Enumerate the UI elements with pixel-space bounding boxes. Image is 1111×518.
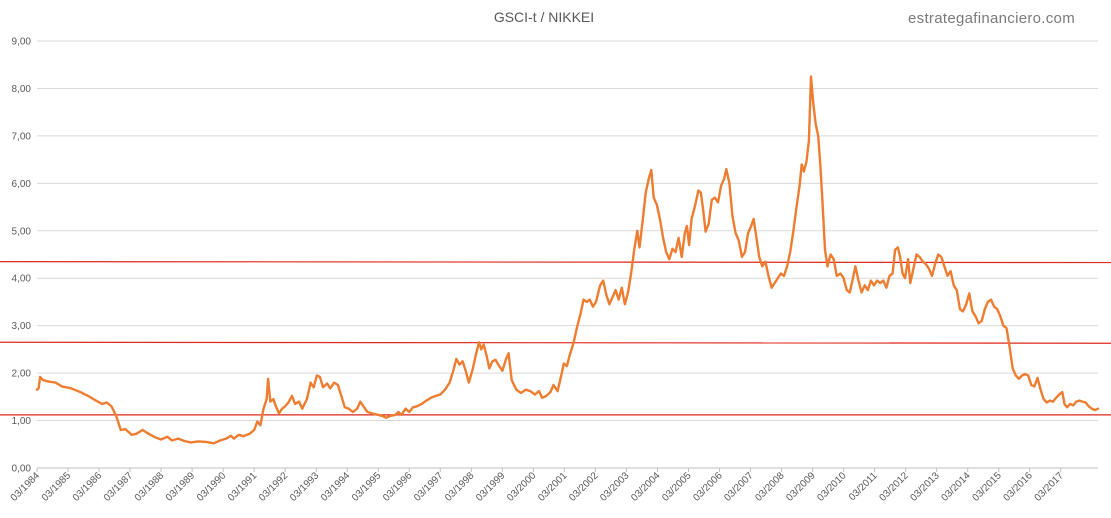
- x-tick-label: 03/2007: [722, 470, 756, 504]
- x-tick-label: 03/1988: [133, 470, 167, 504]
- x-tick-label: 03/2004: [629, 470, 663, 504]
- y-tick-labels: 0,00 1,00 2,00 3,00 4,00 5,00 6,00 7,00 8,00 9,00: [12, 37, 32, 475]
- gridlines: [37, 40, 1098, 422]
- x-tick-label: 03/2017: [1033, 470, 1067, 504]
- x-tick-label: 03/1999: [474, 470, 508, 504]
- x-tick-label: 03/1989: [164, 470, 198, 504]
- y-tick-label: 1,00: [12, 416, 32, 427]
- x-tick-label: 03/2010: [815, 470, 849, 504]
- x-tick-label: 03/2009: [784, 470, 818, 504]
- x-tick-label: 03/2001: [536, 470, 570, 504]
- y-tick-label: 8,00: [12, 84, 32, 95]
- y-tick-label: 4,00: [12, 274, 32, 285]
- reference-line: [0, 341, 1111, 344]
- x-tick-label: 03/2000: [505, 470, 539, 504]
- x-tick-label: 03/1991: [226, 470, 260, 504]
- x-tick-label: 03/1998: [443, 470, 477, 504]
- y-tick-label: 9,00: [12, 37, 32, 48]
- x-tick-label: 03/2013: [908, 470, 942, 504]
- x-tick-label: 03/1996: [381, 470, 415, 504]
- x-tick-label: 03/2003: [598, 470, 632, 504]
- y-tick-label: 3,00: [12, 321, 32, 332]
- series-layer: [35, 75, 1100, 445]
- x-tick-label: 03/2015: [971, 470, 1005, 504]
- x-tick-label: 03/2012: [877, 470, 911, 504]
- y-tick-label: 0,00: [12, 464, 32, 475]
- x-tick-label: 03/1993: [288, 470, 322, 504]
- x-tick-label: 03/1986: [71, 470, 105, 504]
- x-tick-label: 03/2005: [660, 470, 694, 504]
- x-tick-label: 03/1994: [319, 470, 353, 504]
- x-tick-label: 03/1995: [350, 470, 384, 504]
- series-line: [35, 75, 1100, 445]
- x-tick-label: 03/2011: [847, 470, 880, 503]
- x-tick-label: 03/2006: [691, 470, 725, 504]
- x-tick-label: 03/2002: [567, 470, 601, 504]
- x-tick-label: 03/2008: [753, 470, 787, 504]
- x-tick-label: 03/2016: [1002, 470, 1036, 504]
- x-tick-label: 03/1992: [257, 470, 291, 504]
- x-tick-label: 03/1987: [102, 470, 136, 504]
- y-tick-label: 6,00: [12, 179, 32, 190]
- x-tick-label: 03/1985: [40, 470, 74, 504]
- x-tick-labels: 03/198403/198503/198603/198703/198803/19…: [9, 470, 1066, 504]
- reference-line: [0, 261, 1111, 264]
- y-tick-label: 2,00: [12, 369, 32, 380]
- x-tick-label: 03/1984: [9, 470, 43, 504]
- watermark-text: estrategafinanciero.com: [908, 10, 1075, 27]
- chart-title: GSCI-t / NIKKEI: [494, 9, 594, 25]
- axes: [36, 467, 1098, 472]
- y-tick-label: 5,00: [12, 226, 32, 237]
- x-tick-label: 03/1990: [195, 470, 229, 504]
- x-tick-label: 03/2014: [939, 470, 973, 504]
- reference-lines: [0, 261, 1111, 416]
- y-tick-label: 7,00: [12, 131, 32, 142]
- x-tick-label: 03/1997: [412, 470, 446, 504]
